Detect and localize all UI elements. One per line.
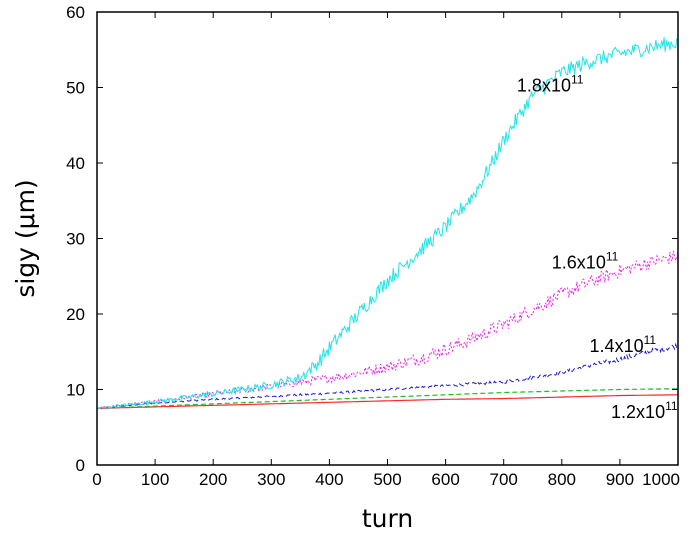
x-tick-label: 500 bbox=[373, 470, 401, 489]
y-tick-label: 0 bbox=[76, 456, 85, 475]
x-tick-label: 200 bbox=[199, 470, 227, 489]
series-line-3 bbox=[96, 342, 679, 409]
y-tick-label: 40 bbox=[66, 154, 85, 173]
series-line-5 bbox=[96, 37, 679, 410]
x-tick-label: 600 bbox=[431, 470, 459, 489]
y-tick-label: 50 bbox=[66, 79, 85, 98]
y-tick-label: 60 bbox=[66, 3, 85, 22]
x-tick-label: 700 bbox=[490, 470, 518, 489]
curve-label: 1.8x1011 bbox=[517, 72, 584, 95]
x-tick-label: 900 bbox=[606, 470, 634, 489]
series-line-4 bbox=[96, 250, 679, 410]
x-axis-title: turn bbox=[362, 504, 413, 533]
x-tick-label: 300 bbox=[257, 470, 285, 489]
y-axis-title: sigy (μm) bbox=[11, 179, 40, 297]
labels-layer: 1.8x1011 1.6x1011 1.4x1011 1.2x1011 bbox=[517, 72, 678, 422]
y-tick-label: 20 bbox=[66, 305, 85, 324]
curve-label: 1.2x1011 bbox=[611, 399, 678, 422]
series-layer bbox=[96, 37, 679, 410]
x-tick-label: 0 bbox=[92, 470, 101, 489]
x-tick-label: 800 bbox=[548, 470, 576, 489]
series-line-1 bbox=[96, 394, 678, 409]
series-line-2 bbox=[96, 388, 679, 409]
y-tick-label: 10 bbox=[66, 381, 85, 400]
x-tick-label: 1000 bbox=[642, 470, 680, 489]
curve-label: 1.6x1011 bbox=[552, 250, 619, 273]
y-tick-label: 30 bbox=[66, 230, 85, 249]
x-tick-label: 100 bbox=[141, 470, 169, 489]
ticks-layer: 0 100 200 300 400 500 600 700 800 900 1000 0 10 20 30 4… bbox=[66, 3, 680, 489]
x-tick-label: 400 bbox=[315, 470, 343, 489]
curve-label: 1.4x1011 bbox=[590, 333, 657, 356]
